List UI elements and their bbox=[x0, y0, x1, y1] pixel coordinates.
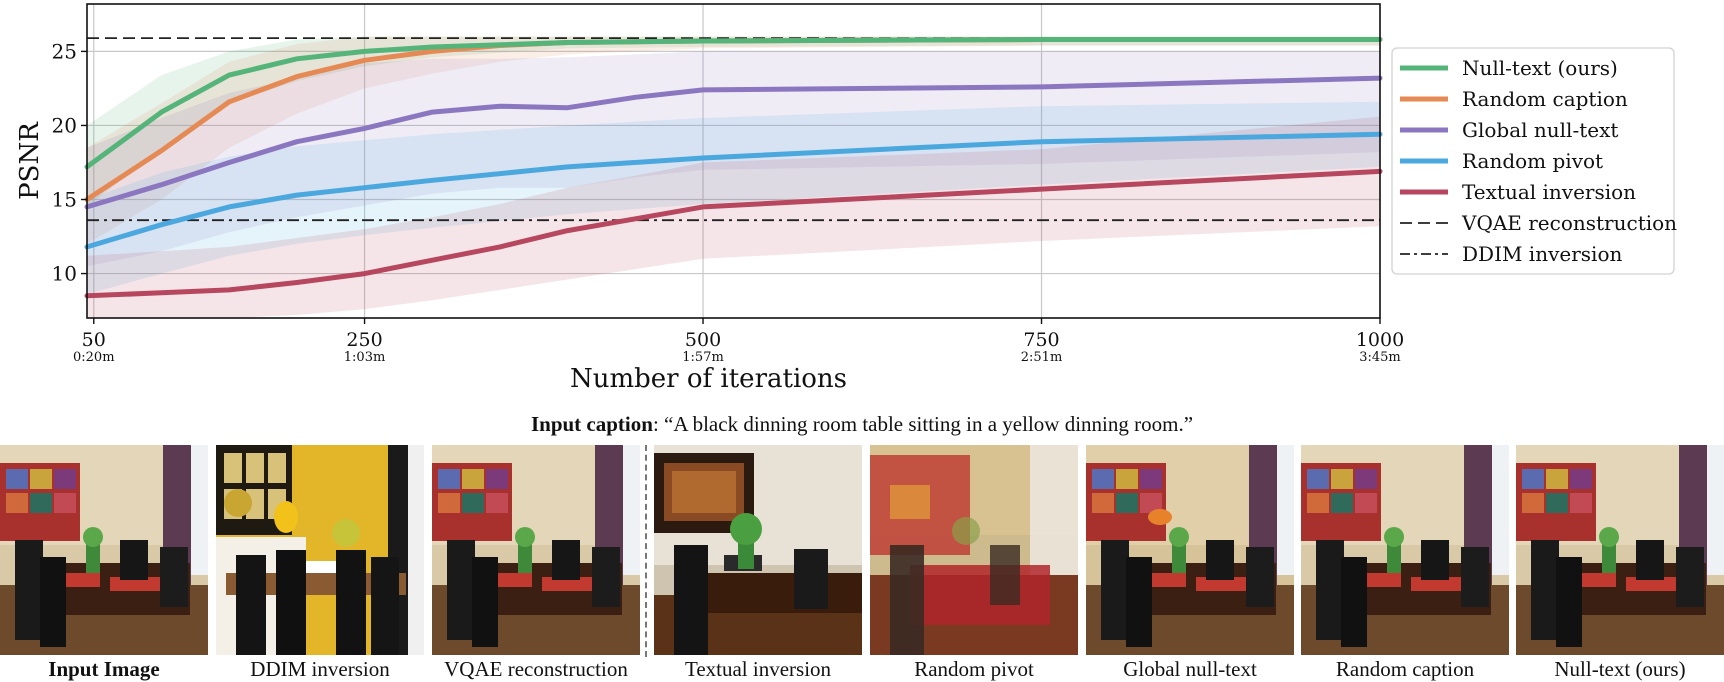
x-tick-sublabel: 1:57m bbox=[682, 350, 724, 365]
x-tick-label: 1000 bbox=[1356, 329, 1404, 351]
textual-inversion-label: Textual inversion bbox=[684, 657, 832, 681]
x-tick-sublabel: 1:03m bbox=[344, 350, 386, 365]
y-tick-label: 20 bbox=[52, 113, 77, 137]
band-series-3 bbox=[87, 101, 1380, 295]
legend-label: Random pivot bbox=[1462, 149, 1603, 173]
legend-label: Textual inversion bbox=[1462, 180, 1636, 204]
line-series-0 bbox=[84, 37, 1383, 170]
line-series-4 bbox=[84, 168, 1383, 299]
y-axis-label: PSNR bbox=[15, 121, 45, 200]
legend-label: VQAE reconstruction bbox=[1461, 211, 1677, 235]
legend-label: Global null-text bbox=[1462, 118, 1618, 142]
random-caption-thumbnail bbox=[1301, 445, 1509, 655]
image-strip: Input Image DDIM inversion bbox=[0, 445, 1724, 681]
input-image-thumbnail bbox=[0, 445, 208, 655]
textual-inversion-thumbnail bbox=[654, 445, 862, 655]
ddim-inversion-label: DDIM inversion bbox=[250, 657, 390, 681]
image-divider bbox=[645, 445, 647, 657]
input-caption-label: Input caption bbox=[530, 412, 653, 436]
vqae-reconstruction-thumbnail bbox=[432, 445, 640, 655]
legend-label: Random caption bbox=[1462, 87, 1628, 111]
random-caption-label: Random caption bbox=[1335, 657, 1475, 681]
legend-label: DDIM inversion bbox=[1462, 242, 1622, 266]
ddim-inversion-thumbnail bbox=[216, 445, 424, 655]
input-caption: Input caption: “A black dinning room tab… bbox=[0, 412, 1724, 437]
x-tick-label: 50 bbox=[82, 329, 106, 351]
input-caption-text: : “A black dinning room table sitting in… bbox=[652, 412, 1194, 436]
chart-lines bbox=[84, 37, 1383, 299]
input-image-label: Input Image bbox=[48, 657, 160, 681]
legend-box bbox=[1391, 47, 1675, 275]
global-null-text-label: Global null-text bbox=[1123, 657, 1257, 681]
y-tick-label: 15 bbox=[52, 188, 77, 212]
legend-label: Null-text (ours) bbox=[1462, 56, 1618, 80]
null-text-ours-label: Null-text (ours) bbox=[1554, 657, 1686, 681]
x-tick-sublabel: 0:20m bbox=[73, 350, 115, 365]
chart-bands bbox=[87, 36, 1380, 318]
plot-frame bbox=[86, 3, 1381, 319]
null-text-ours-thumbnail bbox=[1516, 445, 1724, 655]
y-tick-label: 10 bbox=[52, 262, 77, 286]
line-series-3 bbox=[84, 131, 1383, 250]
x-axis-label: Number of iterations bbox=[570, 364, 847, 394]
psnr-chart: 10 15 20 25 50 0:20m 250 1:03m 500 1:57m 750 2:51m 1… bbox=[15, 3, 1677, 394]
y-tick-label: 25 bbox=[52, 39, 77, 63]
x-tick-label: 250 bbox=[346, 329, 382, 351]
x-tick-sublabel: 3:45m bbox=[1359, 350, 1401, 365]
random-pivot-thumbnail bbox=[870, 445, 1078, 655]
global-null-text-thumbnail bbox=[1086, 445, 1294, 655]
band-series-4 bbox=[87, 116, 1380, 318]
x-tick-label: 750 bbox=[1023, 329, 1059, 351]
vqae-reconstruction-label: VQAE reconstruction bbox=[444, 657, 628, 681]
x-tick-sublabel: 2:51m bbox=[1021, 350, 1063, 365]
x-tick-label: 500 bbox=[685, 329, 721, 351]
line-series-2 bbox=[84, 75, 1383, 210]
chart-legend: Null-text (ours) Random caption Global nul… bbox=[1391, 47, 1677, 275]
random-pivot-label: Random pivot bbox=[914, 657, 1034, 681]
